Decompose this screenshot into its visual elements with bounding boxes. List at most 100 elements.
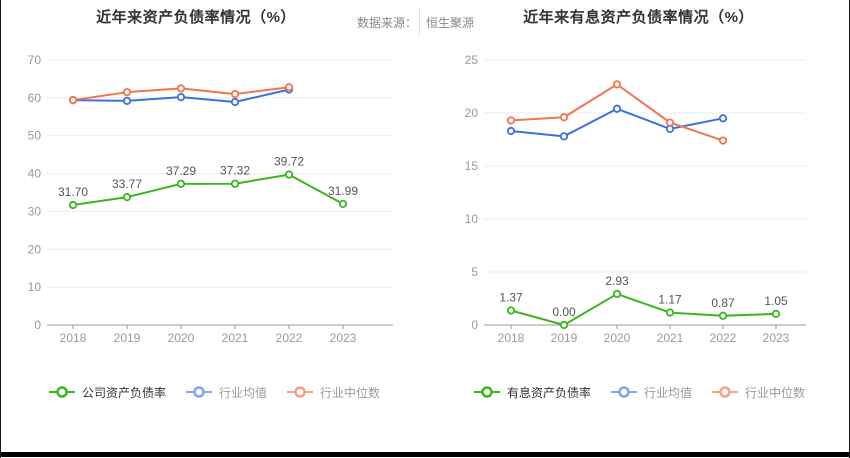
data-point-marker [665,124,675,134]
right-chart-plot: 0 5 10 15 20 25 2018 2019 2020 2021 2022 2023 1.37 0.… [465,53,806,345]
right-chart-legend: 有息资产负债率 行业均值 行业中位数 [426,381,849,403]
data-point-marker [68,200,78,210]
source-divider [419,9,421,35]
data-point-label: 37.32 [220,164,250,178]
left-chart-title: 近年来资产负债率情况（%） [96,9,296,26]
x-axis-label: 2021 [657,331,684,345]
legend-ring [294,386,306,398]
left-chart-plot: 0 10 20 30 40 50 60 70 2018 2019 2020 2021 2022 2023 3… [28,53,393,345]
legend-label: 行业均值 [218,385,267,400]
data-source-value: 恒生聚源 [426,15,475,30]
data-point-marker [506,306,516,315]
y-axis-label: 0 [471,318,478,332]
data-point-marker [612,289,622,299]
legend-label: 行业中位数 [745,385,806,400]
data-point-label: 1.17 [658,293,682,307]
series-line [72,173,344,206]
x-axis-label: 2019 [551,331,578,345]
data-point-marker [284,83,294,92]
legend-label: 公司资产负债率 [81,385,166,400]
y-axis-label: 5 [471,265,478,279]
data-point-marker [122,96,132,105]
data-point-marker [665,308,675,317]
data-point-label: 1.37 [499,290,523,304]
bottom-border [1,452,849,457]
legend-line-icon [610,386,637,398]
data-point-marker [559,132,569,141]
data-point-label: 39.72 [274,155,304,169]
data-point-label: 31.70 [58,185,88,199]
data-point-marker [665,118,675,127]
x-axis-label: 2020 [604,331,631,345]
y-axis-label: 60 [28,91,42,105]
y-axis-label: 70 [28,53,42,67]
legend-item[interactable]: 公司资产负债率 [47,384,166,401]
legend-line-icon [473,386,500,398]
data-point-marker [718,114,728,123]
x-axis-label: 2023 [330,331,357,345]
legend-ring [56,386,68,398]
legend-ring [719,386,731,398]
legend-line-icon [185,386,212,398]
series-line [510,292,777,326]
data-point-label: 0.00 [552,305,576,319]
data-point-marker [612,80,622,89]
data-point-marker [771,309,781,318]
data-point-marker [718,136,728,145]
data-point-marker [176,84,186,93]
legend-line-icon [712,386,738,398]
data-point-marker [176,92,186,102]
x-axis-label: 2022 [276,331,303,345]
legend-item[interactable]: 行业均值 [609,384,692,401]
data-point-label: 2.93 [605,274,629,288]
legend-item[interactable]: 行业中位数 [710,384,805,401]
x-axis-label: 2018 [498,331,525,345]
x-axis-label: 2019 [114,331,141,345]
legend-label: 行业中位数 [320,385,381,400]
data-point-marker [68,96,78,105]
y-axis-label: 50 [28,129,42,143]
legend-line-icon [48,386,75,398]
data-point-marker [506,126,516,136]
data-point-marker [718,311,728,320]
data-point-marker [559,320,569,330]
data-point-marker [230,97,240,107]
left-chart-legend: 公司资产负债率 行业均值 行业中位数 [1,381,426,403]
data-point-label: 37.29 [166,164,196,178]
legend-label: 行业均值 [643,385,692,400]
legend-ring [193,386,205,398]
data-point-marker [612,104,622,113]
data-point-marker [230,89,240,99]
legend-label: 有息资产负债率 [506,385,591,400]
data-point-marker [338,199,348,208]
y-axis-label: 10 [465,212,479,226]
data-point-marker [284,170,294,179]
data-source: 数据来源： 恒生聚源 [357,9,475,35]
y-axis-label: 10 [28,280,42,294]
data-point-marker [559,113,569,122]
data-point-label: 33.77 [112,177,142,191]
legend-ring [481,386,493,398]
right-chart-title: 近年来有息资产负债率情况（%） [523,9,754,26]
legend-item[interactable]: 有息资产负债率 [472,384,591,401]
data-point-label: 31.99 [328,184,358,198]
data-source-label: 数据来源： [357,15,418,30]
y-axis-label: 15 [465,159,479,173]
data-point-label: 1.05 [764,294,788,308]
data-point-marker [230,179,240,188]
data-point-marker [506,116,516,125]
y-axis-label: 25 [465,53,479,67]
y-axis-label: 30 [28,204,42,218]
x-axis-label: 2022 [710,331,737,345]
y-axis-label: 20 [28,242,42,256]
legend-item[interactable]: 行业均值 [184,384,267,401]
data-point-marker [176,179,186,188]
y-axis-label: 40 [28,167,42,181]
legend-line-icon [287,386,313,398]
x-axis-label: 2020 [168,331,195,345]
legend-item[interactable]: 行业中位数 [285,384,380,401]
data-point-marker [122,193,132,202]
x-axis-label: 2021 [222,331,249,345]
legend-ring [618,386,630,398]
